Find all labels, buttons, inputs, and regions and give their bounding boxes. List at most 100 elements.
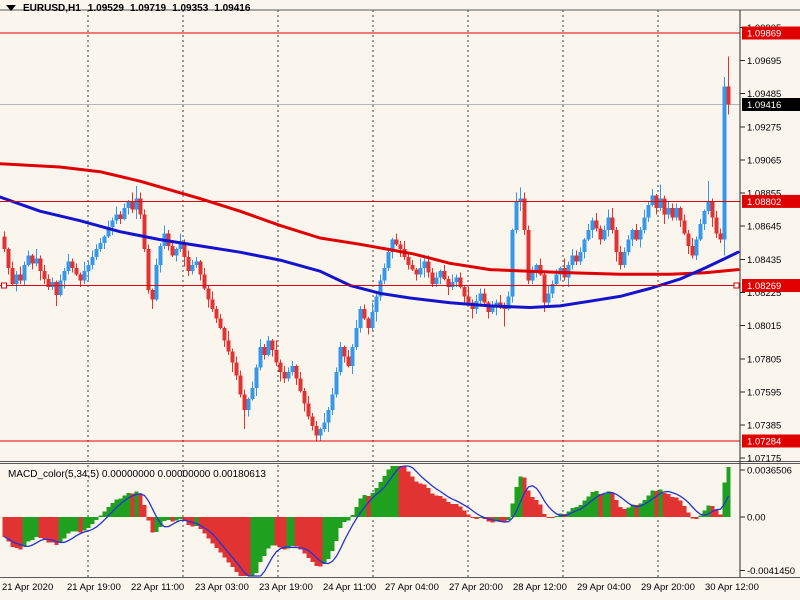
candle-body	[546, 293, 551, 303]
candle-body	[94, 249, 99, 257]
macd-bar	[86, 517, 91, 528]
macd-bar	[26, 517, 31, 542]
macd-bar	[218, 517, 223, 553]
candle-body	[422, 261, 427, 269]
candle-body	[30, 255, 35, 264]
macd-bar	[614, 499, 619, 517]
macd-bar	[498, 517, 503, 522]
macd-bar	[170, 517, 175, 522]
price-line-label: 1.08802	[747, 197, 781, 208]
candle-body	[378, 280, 383, 297]
time-label: 23 Apr 19:00	[259, 582, 313, 593]
candle-body	[342, 346, 347, 357]
candle-body	[222, 327, 227, 341]
macd-bar	[282, 517, 287, 550]
macd-bar	[178, 517, 183, 519]
macd-bar	[202, 517, 207, 534]
macd-bar	[442, 498, 447, 517]
candle-body	[702, 211, 707, 224]
macd-bar	[258, 517, 263, 563]
candle-body	[118, 214, 123, 220]
time-label: 21 Apr 2020	[2, 582, 53, 593]
macd-bar	[162, 517, 167, 522]
candle-body	[74, 268, 79, 275]
candle-body	[598, 228, 603, 240]
candle-body	[2, 236, 7, 250]
candle-body	[490, 307, 495, 313]
macd-bar	[90, 517, 95, 525]
candle-body	[98, 242, 103, 250]
macd-bar	[122, 495, 127, 517]
macd-bar	[350, 514, 355, 517]
macd-bar	[530, 497, 535, 517]
price-tick-label: 1.07595	[747, 387, 781, 398]
candle-body	[326, 410, 331, 423]
macd-bar	[594, 491, 599, 517]
candle-body	[382, 268, 387, 281]
candle-body	[658, 198, 663, 209]
macd-bar	[30, 517, 35, 540]
candle-body	[670, 208, 675, 218]
price-tick-label: 1.07385	[747, 421, 781, 432]
candle-body	[418, 268, 423, 275]
candle-body	[190, 264, 195, 272]
macd-bar	[714, 510, 719, 517]
macd-bar	[302, 517, 307, 554]
macd-bar	[414, 481, 419, 517]
time-label: 30 Apr 12:00	[705, 582, 759, 593]
macd-bar	[102, 511, 107, 517]
candle-body	[510, 230, 515, 297]
candle-body	[42, 271, 47, 280]
candle-body	[114, 214, 119, 221]
candle-body	[242, 394, 247, 411]
symbol-dropdown-icon[interactable]	[6, 5, 16, 11]
macd-bar	[130, 493, 135, 517]
candle-body	[574, 255, 579, 262]
macd-bar	[274, 517, 279, 546]
candle-body	[722, 86, 727, 240]
candle-body	[54, 282, 59, 295]
line-drag-handle[interactable]	[733, 282, 740, 289]
candle-body	[150, 290, 155, 300]
candle-body	[478, 293, 483, 302]
candle-body	[450, 282, 455, 287]
macd-bar	[622, 508, 627, 517]
line-drag-handle[interactable]	[1, 282, 7, 289]
candle-body	[214, 309, 219, 319]
macd-bar	[230, 517, 235, 568]
macd-bar	[422, 484, 427, 517]
macd-bar	[106, 507, 111, 517]
macd-bar	[298, 517, 303, 550]
candle-body	[438, 271, 443, 278]
candle-body	[182, 242, 187, 257]
macd-bar	[706, 505, 711, 517]
macd-bar	[286, 517, 291, 549]
candle-body	[70, 261, 75, 269]
macd-bar	[670, 497, 675, 517]
candle-body	[618, 252, 623, 265]
macd-bar	[318, 517, 323, 567]
macd-bar	[698, 515, 703, 517]
macd-bar	[110, 503, 115, 517]
macd-bar	[18, 517, 23, 550]
candle-body	[154, 264, 159, 300]
candle-body	[186, 256, 191, 272]
macd-bar	[154, 517, 159, 533]
macd-bar	[382, 476, 387, 517]
macd-bar	[538, 504, 543, 517]
candle-body	[710, 201, 715, 218]
candle-body	[78, 274, 83, 281]
candle-body	[126, 201, 131, 209]
macd-tick-label: 0.00	[747, 513, 766, 524]
candle-body	[230, 351, 235, 363]
candle-body	[318, 428, 323, 436]
candle-body	[694, 239, 699, 256]
candle-body	[514, 201, 519, 231]
candle-body	[174, 249, 179, 256]
macd-bar	[210, 517, 215, 544]
candle-body	[442, 271, 447, 280]
macd-bar	[634, 505, 639, 517]
macd-bar	[342, 517, 347, 523]
candle-body	[590, 220, 595, 231]
